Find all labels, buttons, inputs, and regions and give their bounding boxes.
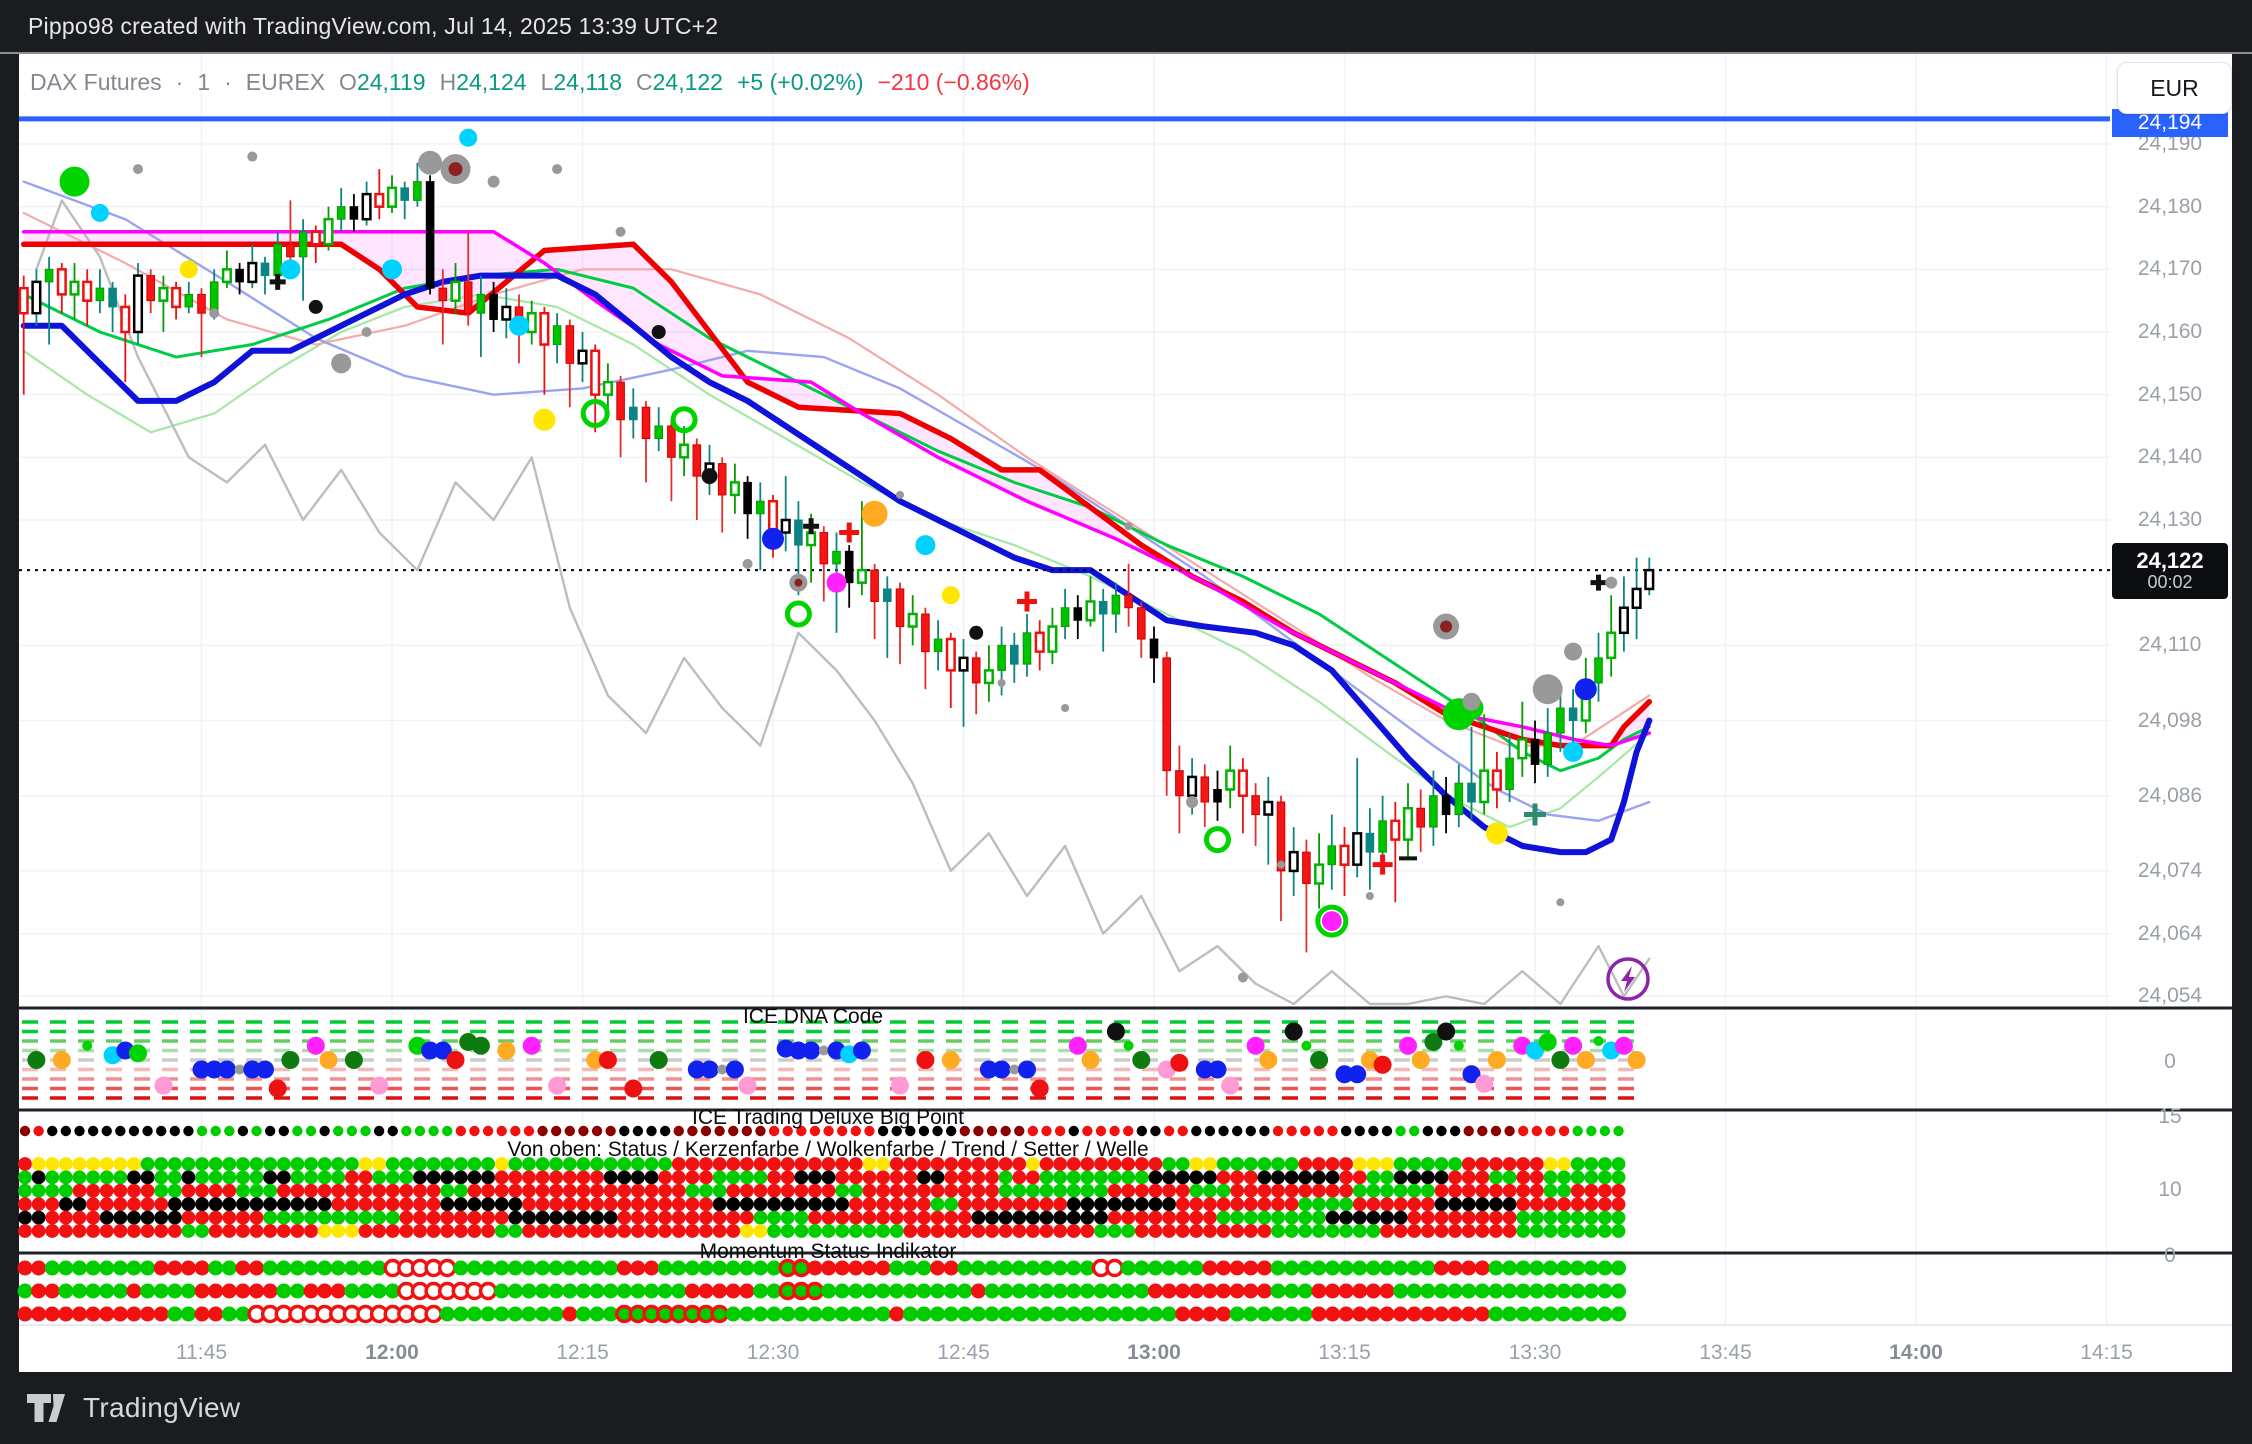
indicator-axis-label: 15 (2158, 1105, 2182, 1128)
price-axis-label: 24,054 (2137, 984, 2203, 1008)
ohlc-open: O24,119 (339, 68, 426, 95)
price-axis-label: 24,110 (2138, 633, 2202, 657)
time-axis-label: 12:30 (746, 1341, 800, 1364)
pane-title: ICE Trading Deluxe Big Point (692, 1106, 964, 1129)
time-axis-label: 13:30 (1508, 1341, 1562, 1364)
indicator-axis-label: 10 (2158, 1178, 2182, 1201)
price-axis-label: 24,130 (2137, 508, 2203, 531)
price-axis-label: 24,150 (2137, 382, 2203, 406)
symbol-exchange: EUREX (245, 68, 326, 95)
pane-title: Momentum Status Indikator (699, 1240, 957, 1263)
indicator-axis-label: 0 (2164, 1244, 2176, 1267)
time-axis-label: 11:45 (176, 1341, 227, 1364)
price-axis-label: 24,160 (2137, 320, 2203, 343)
price-axis-label: 24,190 (2137, 132, 2203, 155)
time-axis-label: 14:00 (1889, 1341, 1943, 1364)
price-axis-label: 24,170 (2137, 257, 2203, 281)
time-axis-label: 12:15 (556, 1341, 609, 1364)
chart-canvas-background (19, 54, 2232, 1372)
attribution-text: Pippo98 created with TradingView.com, Ju… (28, 13, 719, 39)
price-axis-label: 24,180 (2137, 194, 2203, 218)
attribution-bar: Pippo98 created with TradingView.com, Ju… (0, 0, 2252, 54)
price-axis-label: 24,064 (2137, 921, 2203, 945)
ohlc-high: H24,124 (439, 68, 527, 95)
tradingview-logo-icon (27, 1394, 65, 1422)
last-price: 24,122 (2136, 548, 2204, 574)
price-axis-label: 24,140 (2137, 445, 2203, 469)
time-axis-label: 12:45 (937, 1341, 990, 1364)
bar-countdown: 00:02 (2147, 572, 2193, 593)
currency-button[interactable]: EUR (2117, 62, 2232, 114)
last-price-badge: 24,122 00:02 (2112, 543, 2228, 599)
time-axis-label: 14:15 (2080, 1341, 2133, 1364)
symbol-legend[interactable]: DAX Futures · 1 · EUREX O24,119 H24,124 … (30, 66, 1030, 98)
price-axis-label: 24,086 (2137, 783, 2203, 807)
symbol-name[interactable]: DAX Futures (30, 68, 162, 95)
price-axis-label: 24,098 (2137, 708, 2203, 732)
bar-change: +5 (+0.02%) (736, 68, 864, 95)
price-axis-label: 24,074 (2137, 858, 2203, 882)
legend-separator: · (224, 68, 232, 95)
tradingview-wordmark: TradingView (83, 1392, 241, 1423)
ohlc-close: C24,122 (636, 68, 723, 95)
ohlc-low: L24,118 (540, 68, 622, 95)
footer-bar: TradingView (0, 1374, 2252, 1444)
time-axis-label: 13:15 (1318, 1341, 1371, 1364)
pane-title: ICE DNA Code (742, 1005, 884, 1028)
time-axis-label: 12:00 (365, 1341, 419, 1364)
tradingview-logo[interactable]: TradingView (26, 1392, 240, 1424)
indicator-axis-label: 0 (2164, 1050, 2176, 1073)
pane-subtitle: Von oben: Status / Kerzenfarbe / Wolkenf… (507, 1138, 1149, 1161)
legend-separator: · (175, 68, 184, 95)
session-change: −210 (−0.86%) (877, 68, 1030, 95)
time-axis-label: 13:45 (1699, 1341, 1752, 1364)
time-axis-label: 13:00 (1127, 1341, 1181, 1364)
symbol-interval[interactable]: 1 (197, 68, 211, 95)
